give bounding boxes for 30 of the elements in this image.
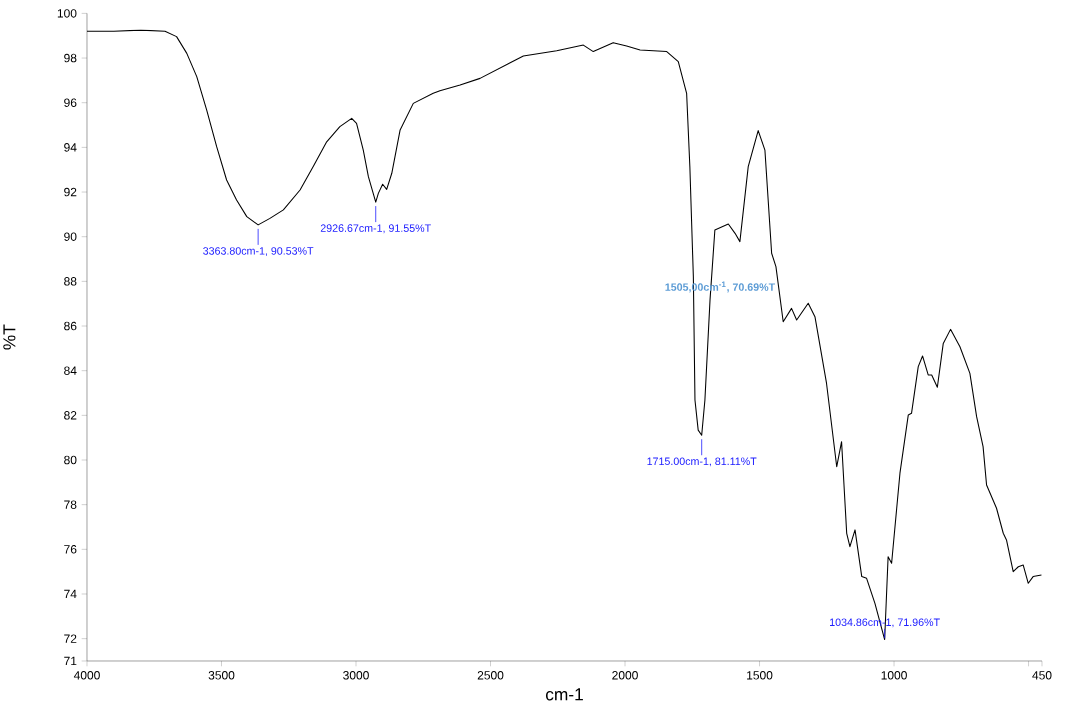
y-tick-label: 76 [64,545,77,554]
y-tick-label: 96 [64,98,77,107]
x-tick-label: 2000 [612,671,638,680]
annotation: 1715.00cm-1, 81.11%T [647,457,757,467]
x-axis-title: cm-1 [545,688,583,701]
annotation: 2926.67cm-1, 91.55%T [320,224,431,234]
annotation: 3363.80cm-1, 90.53%T [203,247,314,256]
y-tick-label: 72 [64,634,77,643]
x-tick-label: 1500 [747,671,773,680]
x-tick-label: 4000 [73,671,100,680]
y-tick-label: 88 [64,277,77,286]
y-tick-label: 94 [64,143,77,152]
y-tick-label: 90 [64,232,77,241]
y-axis-title: %T [3,324,16,350]
y-tick-label: 74 [64,589,77,599]
x-tick-label: 450 [1032,671,1052,680]
y-tick-label: 80 [64,455,77,465]
x-tick-label: 2500 [477,671,504,680]
y-tick-label: 100 [57,9,77,18]
y-tick-label: 82 [64,411,77,420]
line-series [86,29,1042,641]
y-tick-label: 92 [64,187,77,197]
y-tick-label: 71 [64,656,77,666]
y-tick-label: 84 [64,366,77,375]
y-tick-label: 86 [64,321,77,331]
x-tick-label: 3000 [343,671,369,680]
y-tick-label: 78 [64,500,77,509]
x-tick-label: 3500 [208,671,235,680]
y-tick-label: 98 [64,53,77,63]
x-tick-label: 1000 [881,671,907,680]
